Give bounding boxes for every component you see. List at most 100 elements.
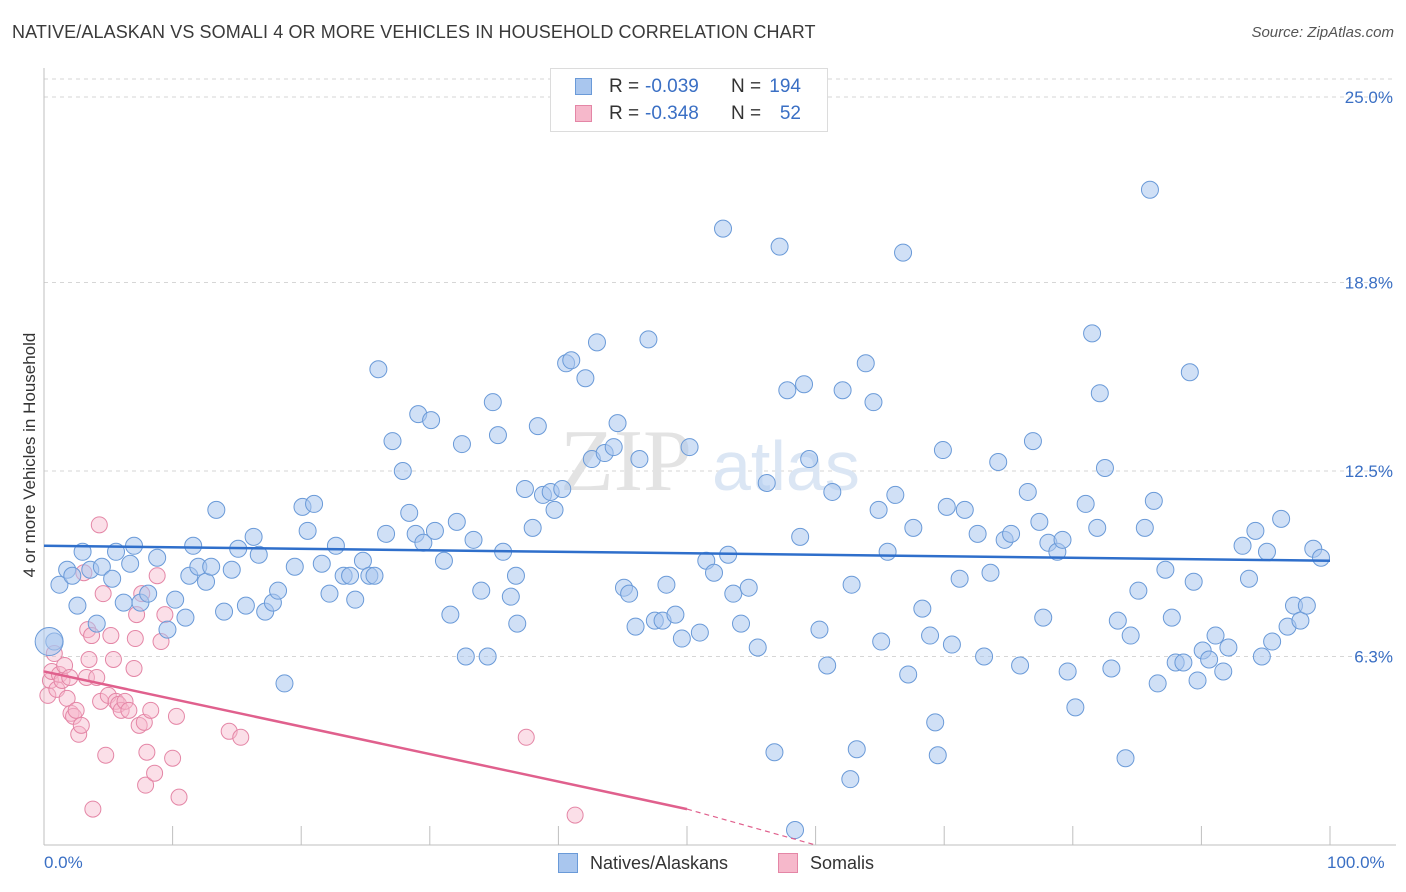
somali-point (72, 716, 90, 734)
native-point (842, 575, 861, 594)
somali-point (97, 746, 115, 764)
native-point (63, 566, 82, 585)
y-tick-label-3: 25.0% (1345, 88, 1393, 107)
native-point (1011, 656, 1030, 675)
native-point (236, 596, 255, 615)
native-point (757, 473, 776, 492)
native-point (1121, 626, 1140, 645)
native-point (739, 578, 758, 597)
native-point (92, 557, 111, 576)
native-point (800, 450, 819, 469)
legend-n-label: N = (731, 76, 762, 97)
native-point (50, 575, 69, 594)
somali-point (148, 567, 166, 585)
native-point (441, 605, 460, 624)
native-point (1252, 647, 1271, 666)
native-point (400, 503, 419, 522)
native-point (1180, 363, 1199, 382)
legend-n-value-natives: 194 (769, 76, 801, 97)
axes (43, 68, 1396, 846)
native-point (1076, 494, 1095, 513)
native-point (748, 638, 767, 657)
native-point (724, 584, 743, 603)
native-point (926, 713, 945, 732)
native-point (823, 482, 842, 501)
native-point (1219, 638, 1238, 657)
native-point (1174, 653, 1193, 672)
native-point (528, 417, 547, 436)
native-point (447, 512, 466, 531)
native-point (545, 500, 564, 519)
legend-r-value-natives: -0.039 (645, 76, 699, 97)
native-point (672, 629, 691, 648)
native-point (562, 351, 581, 370)
native-point (1263, 632, 1282, 651)
native-point (1272, 509, 1291, 528)
somali-point (116, 692, 134, 710)
native-point (176, 608, 195, 627)
bottom-legend-label-somalis: Somalis (810, 853, 875, 873)
somali-point (120, 701, 138, 719)
native-point (1188, 671, 1207, 690)
native-point (275, 674, 294, 693)
somali-point (90, 516, 108, 534)
somali-point (156, 606, 174, 624)
native-point (353, 551, 372, 570)
somali-point (104, 650, 122, 668)
native-point (1129, 581, 1148, 600)
native-point (464, 530, 483, 549)
somali-point (107, 692, 125, 710)
native-point (1297, 596, 1316, 615)
native-point (326, 536, 345, 555)
somali-point (94, 585, 112, 603)
native-point (1066, 698, 1085, 717)
somalis-trend-line (43, 670, 688, 811)
native-point (878, 542, 897, 561)
native-point (483, 393, 502, 412)
native-point (872, 632, 891, 651)
bottom-legend-natives: Natives/Alaskans (558, 852, 758, 874)
native-point (1239, 569, 1258, 588)
native-point (1144, 491, 1163, 510)
native-point (928, 746, 947, 765)
native-point (732, 614, 751, 633)
native-point (523, 518, 542, 537)
native-point (690, 623, 709, 642)
native-point (937, 497, 956, 516)
native-point (657, 575, 676, 594)
native-point (369, 360, 388, 379)
native-point (770, 237, 789, 256)
native-point (1206, 626, 1225, 645)
native-point (184, 536, 203, 555)
native-point (786, 821, 805, 840)
native-point (620, 584, 639, 603)
native-point (714, 219, 733, 238)
native-point (506, 566, 525, 585)
native-point (1116, 749, 1135, 768)
native-point (795, 375, 814, 394)
native-point (501, 587, 520, 606)
native-point (285, 557, 304, 576)
native-point (818, 656, 837, 675)
y-tick-label-1: 12.5% (1345, 462, 1393, 481)
native-point (139, 584, 158, 603)
somali-point (566, 806, 584, 824)
native-point (1090, 384, 1109, 403)
native-point (34, 627, 64, 657)
legend-r-label: R = (609, 76, 640, 97)
legend-n-value-somalis: 52 (779, 103, 801, 124)
native-point (899, 665, 918, 684)
native-point (791, 527, 810, 546)
native-point (1083, 324, 1102, 343)
somali-point (164, 749, 182, 767)
somali-point (62, 704, 80, 722)
native-point (422, 411, 441, 430)
native-point (705, 563, 724, 582)
somali-point (170, 788, 188, 806)
native-point (1214, 662, 1233, 681)
native-point (197, 572, 216, 591)
native-point (346, 590, 365, 609)
native-point (166, 590, 185, 609)
native-point (847, 740, 866, 759)
